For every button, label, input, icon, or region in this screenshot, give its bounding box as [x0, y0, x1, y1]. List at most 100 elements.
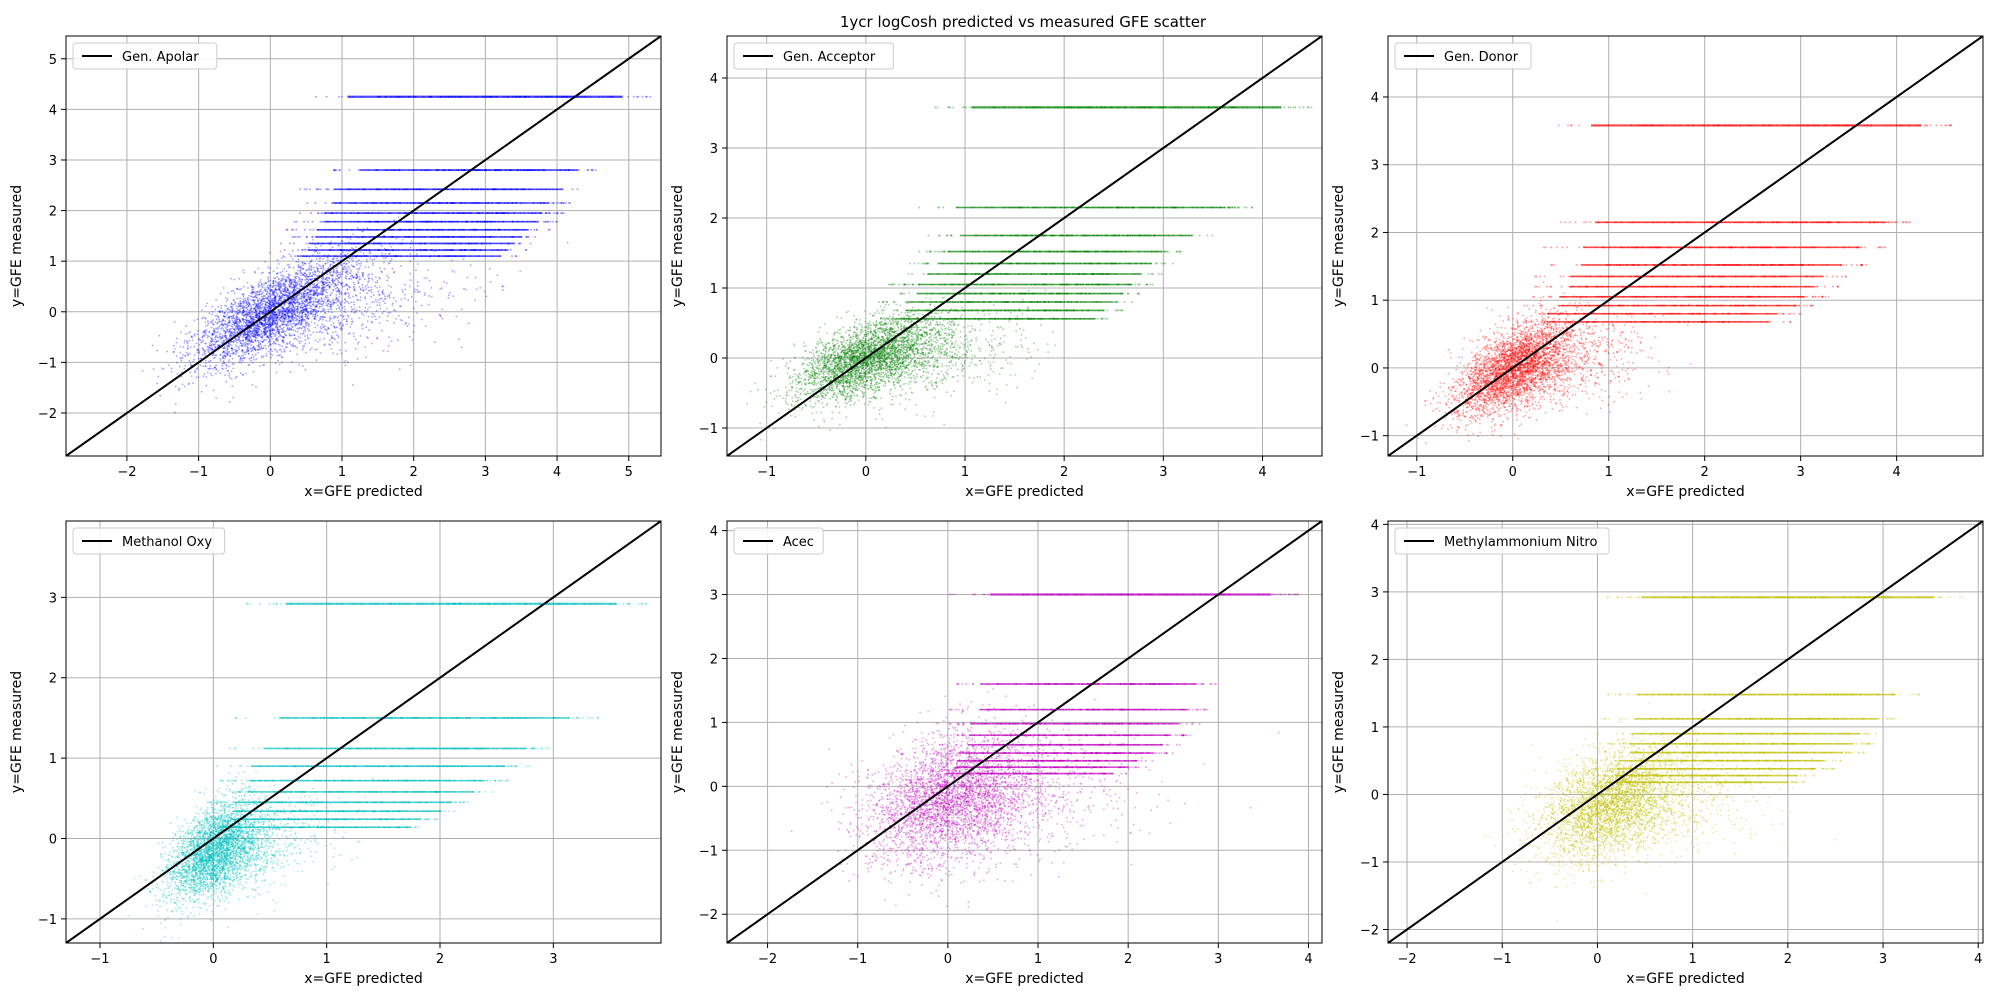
data-point: [335, 267, 338, 270]
data-point: [215, 372, 217, 375]
data-point: [290, 329, 293, 331]
data-point: [460, 346, 463, 349]
data-point: [385, 307, 388, 310]
data-point: [236, 309, 239, 312]
data-point: [224, 315, 227, 318]
data-point: [390, 340, 393, 343]
data-point: [338, 281, 341, 284]
data-point: [205, 342, 207, 345]
data-point: [339, 282, 342, 285]
data-point: [362, 252, 365, 254]
data-point: [234, 324, 236, 327]
data-point: [265, 301, 268, 304]
data-point: [252, 320, 255, 323]
data-point: [314, 244, 317, 246]
data-point: [266, 297, 268, 300]
data-point: [279, 324, 281, 327]
data-point: [244, 344, 247, 347]
data-point: [279, 285, 281, 288]
data-point: [298, 340, 300, 343]
data-point: [229, 309, 232, 312]
data-point: [307, 337, 310, 340]
data-point: [335, 297, 338, 300]
data-point: [315, 359, 318, 362]
data-point: [287, 292, 289, 294]
data-point: [275, 288, 278, 291]
data-point: [189, 331, 191, 333]
data-point: [318, 331, 321, 334]
data-point: [275, 288, 277, 291]
data-point: [259, 307, 262, 309]
data-point: [282, 310, 284, 313]
data-point: [251, 341, 254, 343]
data-point: [325, 320, 328, 322]
data-point: [267, 291, 269, 294]
data-point: [290, 311, 292, 314]
data-point: [340, 327, 343, 330]
data-point: [232, 362, 235, 365]
data-point: [355, 273, 358, 276]
data-point: [340, 282, 343, 285]
data-point: [224, 331, 227, 333]
data-point: [355, 263, 358, 266]
data-point: [198, 343, 201, 346]
data-point: [569, 202, 571, 204]
data-point: [242, 373, 244, 376]
data-point: [278, 314, 280, 316]
data-point: [227, 291, 229, 294]
data-point: [389, 311, 391, 314]
data-point: [329, 303, 332, 306]
data-point: [211, 338, 214, 341]
data-point: [398, 315, 400, 317]
data-point: [262, 309, 264, 312]
data-point: [222, 339, 225, 342]
data-point: [226, 369, 229, 372]
data-point: [213, 344, 215, 346]
data-point: [358, 267, 361, 270]
data-point: [272, 329, 274, 331]
data-point: [263, 327, 266, 330]
data-point: [195, 376, 198, 379]
data-point: [285, 279, 288, 282]
data-point: [282, 317, 285, 320]
data-point: [339, 309, 342, 311]
data-point: [241, 325, 244, 328]
data-point: [420, 304, 423, 307]
data-point: [340, 293, 343, 296]
data-point: [290, 312, 293, 315]
data-point: [250, 307, 253, 310]
data-point: [228, 337, 230, 340]
data-point: [326, 305, 329, 307]
data-point: [271, 322, 274, 325]
data-point: [308, 301, 311, 304]
data-point: [362, 289, 365, 291]
data-point: [271, 298, 274, 301]
data-point: [329, 265, 332, 268]
data-point: [267, 319, 270, 322]
data-point: [307, 278, 309, 281]
data-point: [225, 323, 228, 326]
data-point: [304, 300, 307, 303]
data-point: [217, 345, 220, 348]
data-point: [342, 325, 345, 327]
data-point: [309, 279, 312, 281]
data-point: [269, 315, 271, 318]
data-point: [317, 300, 320, 303]
data-point: [265, 326, 268, 329]
data-point: [307, 289, 310, 292]
data-point: [325, 188, 328, 191]
data-point: [277, 332, 280, 334]
data-point: [392, 302, 394, 305]
data-point: [225, 305, 228, 308]
data-point: [214, 321, 217, 323]
data-point: [310, 268, 312, 271]
data-point: [326, 327, 329, 329]
data-point: [300, 300, 303, 303]
data-point: [226, 347, 229, 350]
data-point: [305, 323, 307, 325]
data-point: [253, 329, 256, 332]
data-point: [260, 288, 263, 291]
data-point: [306, 288, 309, 290]
data-point: [245, 310, 248, 312]
data-point: [390, 245, 393, 248]
